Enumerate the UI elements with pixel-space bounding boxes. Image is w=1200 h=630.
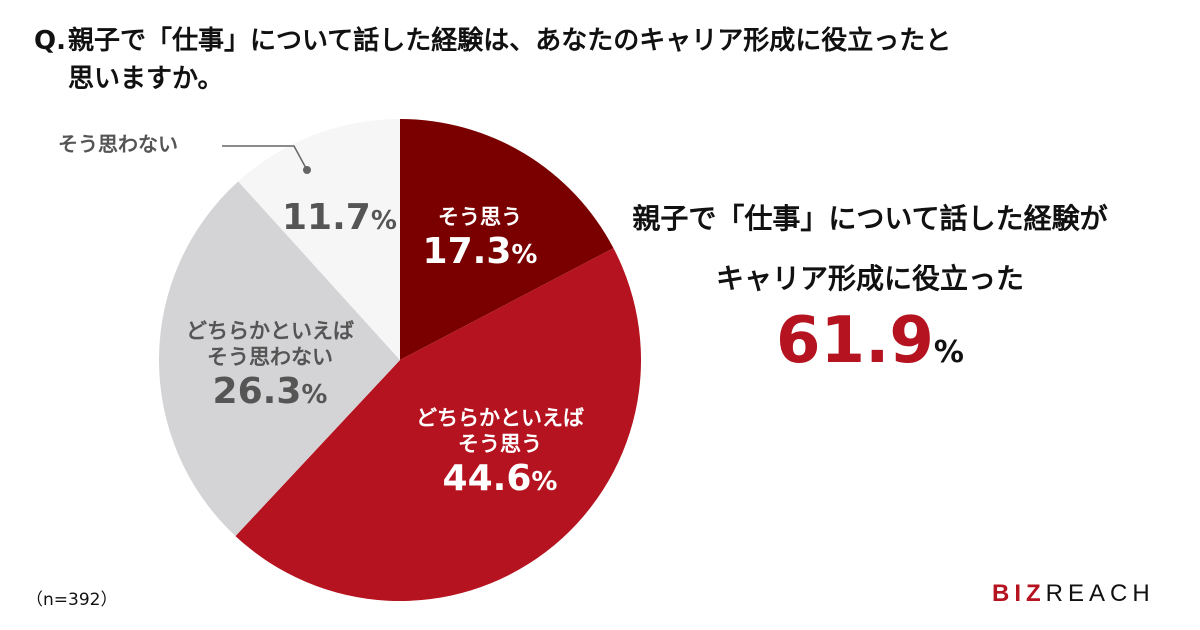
slice-label-somewhat-agree: どちらかといえば そう思う 44.6% (380, 405, 620, 504)
label-somewhat-disagree-2: そう思わない (207, 345, 333, 369)
label-disagree: そう思わない (58, 132, 178, 156)
bizreach-logo: BIZREACH (992, 580, 1155, 608)
logo-biz: BIZ (992, 580, 1046, 607)
pie-slice-disagree (238, 119, 400, 360)
pie-slice-somewhat-disagree (158, 181, 400, 537)
pie-slice-agree (400, 119, 614, 360)
value-agree: 17.3% (422, 231, 538, 272)
label-agree: そう思う (438, 205, 522, 229)
question-title: Q.親子で「仕事」について話した経験は、あなたのキャリア形成に役立ったと 思いま… (34, 22, 1154, 98)
sample-size: （n=392） (26, 590, 118, 610)
summary-line-2: キャリア形成に役立った (715, 262, 1024, 295)
summary-line-1: 親子で「仕事」について話した経験が (632, 202, 1108, 235)
label-somewhat-agree-2: そう思う (458, 432, 542, 456)
question-prefix: Q. (34, 26, 66, 56)
summary-value: 61.9% (776, 304, 964, 378)
slice-label-somewhat-disagree: どちらかといえば そう思わない 26.3% (160, 318, 380, 417)
logo-reach: REACH (1045, 580, 1155, 607)
pie-slices (158, 119, 642, 602)
value-disagree: 11.7% (282, 197, 397, 238)
leader-line (222, 145, 311, 174)
value-somewhat-agree: 44.6% (442, 458, 558, 499)
question-line-1: 親子で「仕事」について話した経験は、あなたのキャリア形成に役立ったと (68, 26, 952, 56)
value-somewhat-disagree: 26.3% (212, 371, 328, 412)
slice-label-agree: そう思う 17.3% (420, 204, 540, 277)
pie-slice-somewhat-agree (235, 248, 642, 602)
label-somewhat-agree-1: どちらかといえば (416, 406, 584, 430)
question-line-2: 思いますか。 (68, 64, 224, 94)
slice-label-disagree: 11.7% (282, 196, 397, 243)
label-somewhat-disagree-1: どちらかといえば (186, 319, 354, 343)
